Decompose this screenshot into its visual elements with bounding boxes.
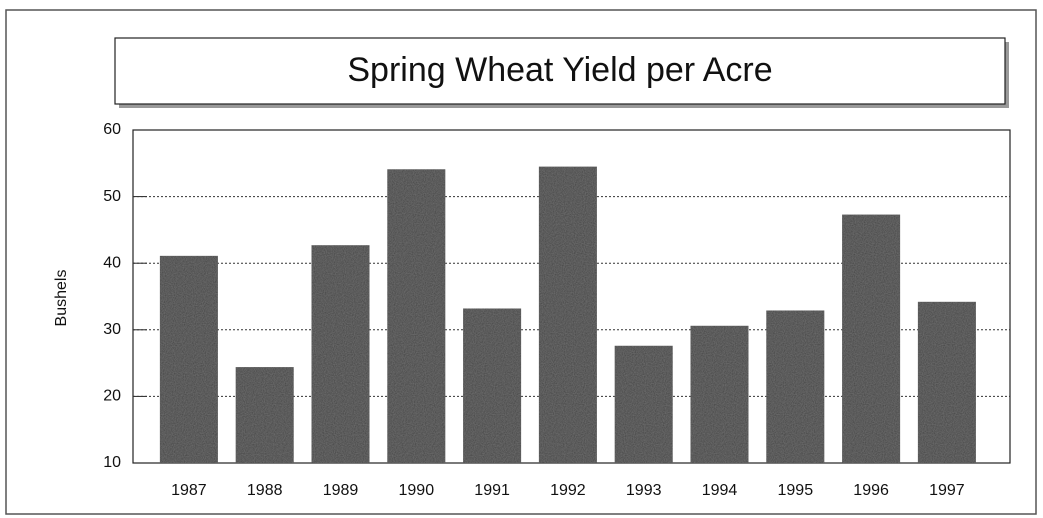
title-box: [114, 37, 1006, 105]
x-tick-label: 1997: [929, 482, 965, 499]
y-tick-label: 50: [103, 188, 121, 205]
y-tick-label: 10: [103, 454, 121, 471]
bar: [159, 255, 218, 463]
bar: [690, 325, 749, 463]
bar: [842, 214, 901, 463]
x-tick-label: 1994: [702, 482, 738, 499]
x-tick-label: 1992: [550, 482, 586, 499]
x-tick-label: 1988: [247, 482, 283, 499]
outer-frame: [5, 9, 1037, 515]
x-tick-label: 1995: [778, 482, 814, 499]
y-axis-label: Bushels: [53, 270, 70, 327]
bar: [614, 345, 673, 463]
bar: [387, 169, 446, 463]
y-tick-label: 30: [103, 321, 121, 338]
bar: [235, 367, 294, 463]
x-tick-label: 1991: [474, 482, 510, 499]
chart-title: Spring Wheat Yield per Acre: [347, 51, 772, 89]
x-tick-label: 1993: [626, 482, 662, 499]
x-tick-label: 1990: [399, 482, 435, 499]
y-tick-label: 60: [103, 121, 121, 138]
bar: [917, 301, 976, 463]
y-tick-label: 20: [103, 388, 121, 405]
bar: [538, 166, 597, 463]
x-tick-label: 1987: [171, 482, 207, 499]
bar: [766, 310, 825, 463]
bar: [311, 245, 370, 463]
x-tick-label: 1996: [853, 482, 889, 499]
bar: [463, 308, 522, 463]
x-tick-label: 1989: [323, 482, 359, 499]
y-tick-label: 40: [103, 254, 121, 271]
